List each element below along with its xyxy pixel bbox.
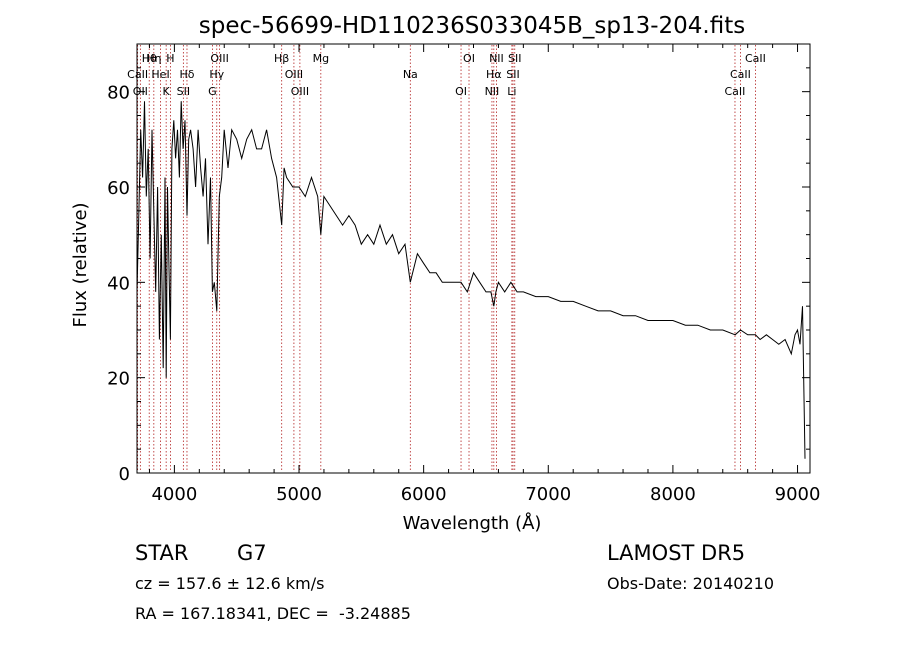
line-label: OIII	[285, 68, 303, 81]
redshift-label: cz = 157.6 ± 12.6 km/s	[135, 574, 325, 593]
line-label: CaII	[745, 52, 766, 65]
coords-label: RA = 167.18341, DEC = -3.24885	[135, 604, 411, 623]
line-label: Hδ	[179, 68, 194, 81]
line-label: SII	[177, 85, 190, 98]
line-label: CaII	[730, 68, 751, 81]
line-labels: HθCaIIOIIHηHeIKHHδSIIOIIIHγGHβOIIIOIIIMg…	[127, 52, 766, 98]
line-label: OI	[455, 85, 467, 98]
x-tick-label: 9000	[775, 484, 821, 505]
x-tick-label: 5000	[276, 484, 322, 505]
line-label: OI	[463, 52, 475, 65]
line-label: CaII	[127, 68, 148, 81]
x-tick-label: 4000	[151, 484, 197, 505]
line-label: SII	[508, 52, 521, 65]
survey-label: LAMOST DR5	[607, 541, 746, 565]
line-label: Hθ	[142, 52, 157, 65]
line-label: Na	[403, 68, 418, 81]
x-axis-ticks: 4000 5000 6000 7000 8000 9000	[148, 44, 821, 505]
y-tick-label: 20	[107, 369, 130, 390]
line-label: Mg	[313, 52, 329, 65]
line-label: SII	[506, 68, 519, 81]
line-label: OIII	[291, 85, 309, 98]
plot-frame	[136, 43, 811, 474]
class-label: STAR	[135, 541, 189, 565]
x-tick-label: 7000	[525, 484, 571, 505]
y-axis-ticks: 0 20 40 60 80	[107, 67, 810, 485]
line-label: NII	[485, 85, 500, 98]
line-label: NII	[489, 52, 504, 65]
line-label: G	[208, 85, 217, 98]
y-tick-label: 60	[107, 178, 130, 199]
line-label: OIII	[210, 52, 228, 65]
chart-title: spec-56699-HD110236S033045B_sp13-204.fit…	[199, 13, 745, 39]
line-label: H	[166, 52, 174, 65]
line-label: Li	[507, 85, 516, 98]
y-tick-label: 40	[107, 273, 130, 294]
line-label: CaII	[725, 85, 746, 98]
line-label: Hβ	[274, 52, 289, 65]
y-tick-label: 80	[107, 83, 130, 104]
x-tick-label: 8000	[650, 484, 696, 505]
spectrum-line	[136, 101, 806, 459]
y-axis-label: Flux (relative)	[70, 202, 91, 327]
x-axis-label: Wavelength (Å)	[403, 512, 542, 534]
y-tick-label: 0	[119, 464, 130, 485]
subclass-label: G7	[237, 541, 267, 565]
line-markers	[137, 45, 756, 472]
line-label: Hα	[486, 68, 502, 81]
line-label: Hη	[146, 52, 161, 65]
obs-date-label: Obs-Date: 20140210	[607, 574, 775, 593]
x-tick-label: 6000	[401, 484, 447, 505]
line-label: Hγ	[209, 68, 224, 81]
line-label: K	[163, 85, 171, 98]
line-label: HeI	[151, 68, 169, 81]
